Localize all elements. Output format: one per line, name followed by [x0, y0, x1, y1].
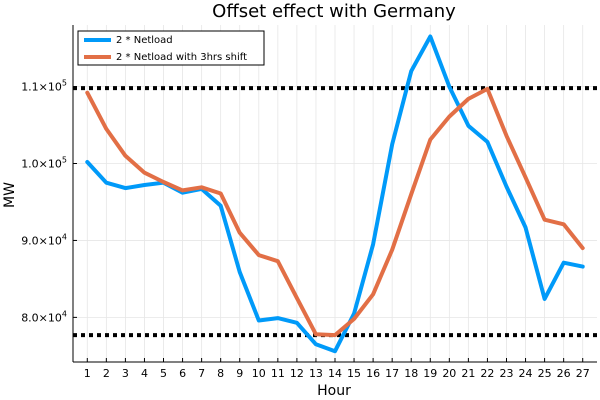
y-tick-label: 1.1×105 — [21, 79, 67, 94]
x-tick-label: 8 — [217, 367, 224, 380]
series-lines — [85, 34, 585, 354]
x-tick-label: 11 — [271, 367, 285, 380]
x-tick-label: 19 — [423, 367, 437, 380]
x-tick-label: 20 — [442, 367, 456, 380]
x-tick-label: 27 — [576, 367, 590, 380]
x-tick-label: 22 — [480, 367, 494, 380]
x-tick-label: 4 — [141, 367, 148, 380]
x-ticks: 1 2 3 4 5 6 7 8 9 10 11 12 13 14 15 16 17 18 19 20 21 22 23 24 2… — [84, 358, 590, 380]
x-tick-label: 25 — [538, 367, 552, 380]
x-tick-label: 9 — [236, 367, 243, 380]
y-axis-title: MW — [2, 182, 18, 208]
x-tick-label: 15 — [347, 367, 361, 380]
x-tick-label: 7 — [198, 367, 205, 380]
x-tick-label: 13 — [309, 367, 323, 380]
x-tick-label: 6 — [179, 367, 186, 380]
legend-label-netload: 2 * Netload — [116, 35, 173, 46]
chart-title: Offset effect with Germany — [212, 1, 456, 22]
grid — [73, 25, 597, 362]
y-tick-label: 8.0×104 — [21, 309, 67, 324]
x-tick-label: 24 — [519, 367, 533, 380]
legend-box — [77, 30, 265, 66]
y-tick-label: 1.0×105 — [21, 155, 67, 170]
x-tick-label: 1 — [84, 367, 91, 380]
x-tick-label: 14 — [328, 367, 342, 380]
x-tick-label: 10 — [252, 367, 266, 380]
x-tick-label: 21 — [461, 367, 475, 380]
y-ticks: 8.0×104 9.0×104 1.0×105 1.1×105 — [21, 79, 77, 324]
x-tick-label: 12 — [290, 367, 304, 380]
x-axis-title: Hour — [317, 383, 351, 399]
x-tick-label: 18 — [404, 367, 418, 380]
x-tick-label: 2 — [103, 367, 110, 380]
x-tick-label: 16 — [366, 367, 380, 380]
x-tick-label: 26 — [557, 367, 571, 380]
y-tick-label: 9.0×104 — [21, 232, 67, 247]
x-tick-label: 3 — [122, 367, 129, 380]
legend-label-netload-shift: 2 * Netload with 3hrs shift — [116, 52, 247, 63]
legend: 2 * Netload 2 * Netload with 3hrs shift — [77, 30, 265, 66]
x-tick-label: 17 — [385, 367, 399, 380]
x-tick-label: 23 — [499, 367, 513, 380]
x-tick-label: 5 — [160, 367, 167, 380]
series-line-1 — [85, 86, 585, 338]
